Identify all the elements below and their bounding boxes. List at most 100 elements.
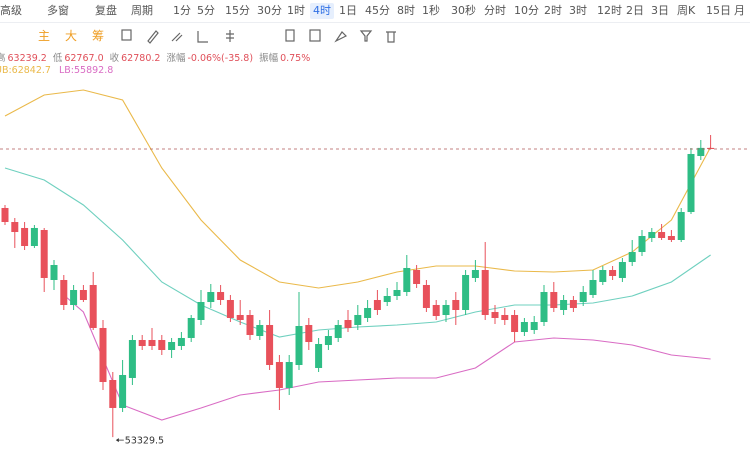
candle-body: [501, 314, 509, 320]
toolbar-item[interactable]: 高级: [0, 4, 22, 17]
stat-label: 高: [0, 53, 6, 64]
toolbar-item[interactable]: 8时: [397, 4, 415, 17]
candle-body: [30, 227, 38, 247]
toolbar-item[interactable]: 2时: [544, 4, 562, 17]
candle-body: [21, 227, 29, 247]
candle-body: [285, 362, 293, 388]
candle-body: [226, 299, 234, 318]
toolbar-item[interactable]: 3日: [651, 4, 669, 17]
stat-label: 振幅: [259, 53, 279, 64]
candle-body: [579, 292, 587, 303]
candle-body: [628, 252, 636, 263]
candle-body: [687, 153, 695, 213]
drawing-tools: [121, 29, 396, 44]
stat-label: 收: [109, 53, 120, 64]
candle-body: [217, 292, 225, 300]
tool-icon[interactable]: [226, 30, 234, 42]
candle-body: [373, 299, 381, 310]
candle-body: [128, 339, 136, 378]
stat-value: -0.06%(-35.8): [187, 53, 254, 64]
toolbar-item[interactable]: 月: [734, 4, 745, 17]
toolbar-item[interactable]: 15分: [225, 4, 250, 17]
candle-body: [119, 374, 127, 408]
toolbar-item[interactable]: 5分: [197, 4, 215, 17]
tool-icon[interactable]: [285, 29, 295, 42]
toolbar-item[interactable]: 10分: [514, 4, 539, 17]
candle-body: [50, 264, 58, 280]
candle-body: [60, 279, 68, 305]
tool-icon[interactable]: [359, 30, 373, 42]
indicator-label: LB:55892.8: [58, 65, 114, 76]
candle-body: [648, 232, 656, 238]
tool-icon[interactable]: [334, 31, 348, 43]
candle-body: [432, 304, 440, 317]
toolbar-item[interactable]: 周K: [677, 4, 696, 17]
candle-body: [334, 324, 342, 338]
candle-body: [324, 336, 332, 345]
candle-body: [99, 327, 107, 383]
candle-body: [40, 229, 48, 278]
toolbar-item[interactable]: 15日: [706, 4, 731, 17]
stat-label: 涨幅: [166, 53, 186, 64]
toolbar-item[interactable]: 45分: [365, 4, 390, 17]
tool-icon[interactable]: [386, 31, 396, 43]
candle-body: [158, 339, 166, 350]
stat-label: 低: [52, 53, 63, 64]
candle-body: [638, 236, 646, 253]
candle-body: [275, 362, 283, 388]
tool-icon[interactable]: [121, 29, 132, 41]
candle-body: [471, 269, 479, 278]
tool-tab[interactable]: 大: [65, 29, 78, 43]
tool-icon[interactable]: [197, 31, 208, 43]
toolbar-item[interactable]: 周期: [131, 4, 153, 17]
candle-body: [599, 269, 607, 283]
candle-body: [511, 314, 519, 333]
toolbar-item[interactable]: 1分: [173, 4, 191, 17]
candle-body: [89, 284, 97, 328]
tool-icon[interactable]: [147, 30, 159, 44]
toolbar-item[interactable]: 4时: [310, 3, 334, 19]
candle-body: [70, 289, 78, 305]
candle-body: [383, 296, 391, 303]
low-label: 53329.5: [125, 436, 164, 447]
toolbar-item[interactable]: 复盘: [95, 4, 117, 17]
candle-body: [550, 292, 558, 308]
candle-body: [560, 299, 568, 310]
toolbar-item[interactable]: 3时: [569, 4, 587, 17]
stat-value: 62780.2: [121, 53, 161, 64]
candle-body: [354, 314, 362, 325]
toolbar-item[interactable]: 1时: [287, 4, 305, 17]
candle-body: [207, 292, 215, 303]
candle-body: [177, 337, 185, 347]
candle-body: [236, 314, 244, 320]
candle-body: [618, 262, 626, 278]
candle-body: [609, 269, 617, 277]
tool-icon[interactable]: [171, 32, 183, 42]
tool-tab[interactable]: 筹: [92, 29, 105, 43]
tool-tab[interactable]: 主: [38, 29, 51, 43]
candle-body: [422, 284, 430, 308]
candle-body: [707, 147, 715, 149]
low-arrow-head: [115, 438, 119, 443]
candle-body: [315, 343, 323, 368]
toolbar-item[interactable]: 30分: [257, 4, 282, 17]
candle-body: [344, 319, 352, 328]
toolbar-item[interactable]: 多窗: [47, 4, 69, 17]
tool-icon[interactable]: [309, 29, 321, 42]
candle-body: [677, 212, 685, 240]
toolbar-item[interactable]: 分时: [484, 4, 506, 17]
candle-body: [491, 312, 499, 318]
toolbar-item[interactable]: 30秒: [451, 4, 476, 17]
toolbar-item[interactable]: 12时: [597, 4, 622, 17]
candle-body: [413, 269, 421, 284]
toolbar-item[interactable]: 1日: [339, 4, 357, 17]
candle-body: [667, 236, 675, 240]
candle-body: [305, 324, 313, 343]
candle-body: [540, 292, 548, 323]
candle-body: [197, 302, 205, 320]
toolbar-item[interactable]: 2日: [626, 4, 644, 17]
toolbar-item[interactable]: 1秒: [422, 4, 440, 17]
candle-body: [11, 222, 19, 233]
candle-body: [520, 322, 528, 333]
